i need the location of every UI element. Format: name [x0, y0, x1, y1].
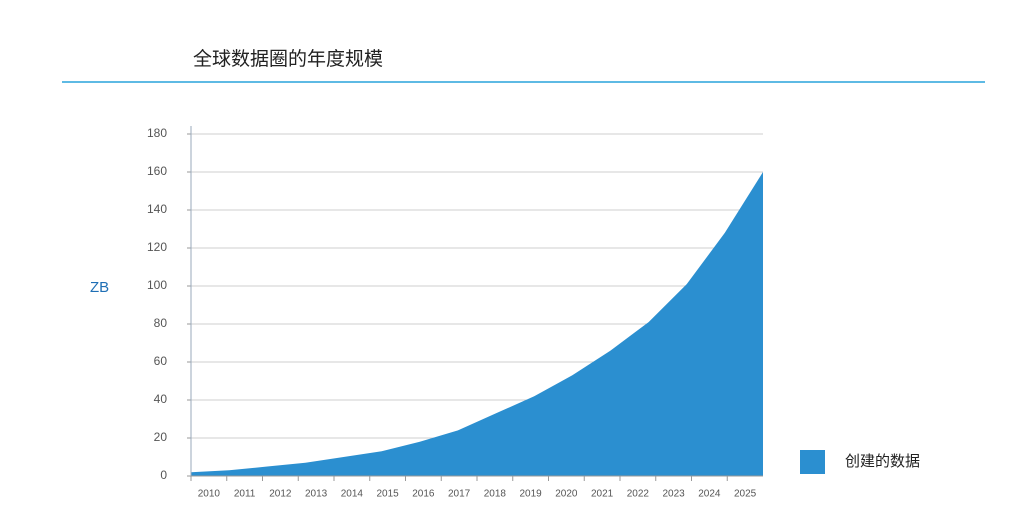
x-tick-label: 2024 [698, 489, 721, 500]
y-tick-label: 140 [147, 202, 167, 216]
x-tick-label: 2019 [520, 489, 543, 500]
x-tick-label: 2025 [734, 489, 757, 500]
y-tick-label: 20 [154, 430, 168, 444]
y-tick-label: 80 [154, 316, 168, 330]
x-tick-label: 2017 [448, 489, 471, 500]
x-tick-label: 2020 [555, 489, 578, 500]
x-tick-label: 2011 [234, 489, 256, 500]
x-tick-label: 2013 [305, 489, 328, 500]
y-tick-label: 60 [154, 354, 168, 368]
y-tick-label: 120 [147, 240, 167, 254]
y-tick-label: 180 [147, 126, 167, 140]
x-tick-label: 2010 [198, 489, 221, 500]
area [191, 172, 763, 476]
x-tick-label: 2023 [663, 489, 686, 500]
y-axis-label: ZB [90, 279, 109, 296]
y-tick-label: 40 [154, 392, 168, 406]
x-tick-label: 2015 [377, 489, 400, 500]
y-tick-label: 100 [147, 278, 167, 292]
legend-swatch [800, 450, 825, 474]
y-tick-label: 0 [160, 468, 167, 482]
chart-title: 全球数据圈的年度规模 [193, 48, 383, 70]
legend-label: 创建的数据 [845, 453, 920, 470]
x-tick-label: 2022 [627, 489, 650, 500]
x-tick-label: 2012 [269, 489, 292, 500]
y-tick-label: 160 [147, 164, 167, 178]
x-tick-label: 2016 [412, 489, 435, 500]
x-tick-label: 2018 [484, 489, 507, 500]
x-tick-label: 2014 [341, 489, 364, 500]
x-tick-label: 2021 [591, 489, 614, 500]
